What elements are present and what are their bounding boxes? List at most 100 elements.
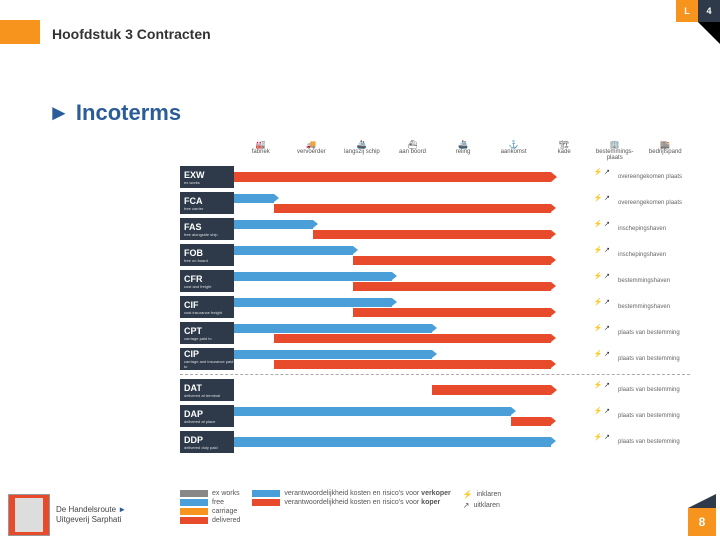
brand-2: Uitgeverij Sarphati [56, 515, 126, 525]
row-end-label: plaats van bestemming [612, 439, 690, 446]
top-right-box-1: L [676, 0, 698, 22]
column-icon: 🚢 [458, 140, 468, 149]
top-right-triangle [698, 22, 720, 44]
row-code-label: DDPdelivered duty paid [180, 431, 234, 453]
row-bars: ⚡ ↗ [234, 322, 612, 344]
row-end-icons: ⚡ ↗ [593, 246, 610, 254]
legend-swatch [180, 517, 208, 524]
row-divider [180, 374, 690, 375]
column-icon: 🏭 [256, 140, 266, 149]
legend-swatch-arrow [252, 490, 280, 497]
legend-label: free [212, 499, 224, 506]
row-bars: ⚡ ↗ [234, 431, 612, 453]
column-icon: ⚓ [509, 140, 519, 149]
column-header: 🏢bestemmings-plaats [590, 140, 640, 161]
heading-arrow-icon: ► [48, 100, 70, 125]
bar-red [353, 308, 551, 317]
incoterm-row: CPTcarriage paid to ⚡ ↗ plaats van beste… [180, 321, 690, 345]
legend-item: ex works [180, 490, 240, 497]
legend-label: inklaren [477, 491, 502, 498]
legend-item: ⚡ inklaren [463, 490, 501, 499]
bar-red [353, 282, 551, 291]
legend-item: delivered [180, 517, 240, 524]
row-end-label: overeengekomen plaats [612, 174, 690, 181]
row-code-label: DAPdelivered at place [180, 405, 234, 427]
row-bars: ⚡ ↗ [234, 405, 612, 427]
legend-icon: ⚡ [463, 490, 473, 499]
column-icon: 🏬 [660, 140, 670, 149]
brand-1: De Handelsroute [56, 505, 116, 514]
row-end-icons: ⚡ ↗ [593, 381, 610, 389]
column-label: reling [456, 149, 471, 155]
legend-item: carriage [180, 508, 240, 515]
column-icon: 🚢 [357, 140, 367, 149]
legend-swatch [180, 490, 208, 497]
legend-label: verantwoordelijkheid kosten en risico's … [284, 499, 440, 506]
incoterm-row: CFRcost and freight ⚡ ↗ bestemmingshaven [180, 269, 690, 293]
incoterm-row: CIFcost insurance freight ⚡ ↗ bestemming… [180, 295, 690, 319]
legend-icon: ↗ [463, 501, 470, 510]
legend-col-1: ex works free carriage delivered [180, 490, 240, 524]
column-label: bedrijfspand [649, 149, 682, 155]
top-right-box-2: 4 [698, 0, 720, 22]
column-label: bestemmings-plaats [590, 149, 640, 161]
column-label: fabriek [252, 149, 270, 155]
legend-label: delivered [212, 517, 240, 524]
bar-blue [234, 220, 313, 229]
bar-blue [234, 407, 511, 416]
legend-item: verantwoordelijkheid kosten en risico's … [252, 499, 450, 506]
row-end-label: plaats van bestemming [612, 330, 690, 337]
bar-red [274, 204, 551, 213]
incoterm-row: DATdelivered at terminal ⚡ ↗ plaats van … [180, 378, 690, 402]
incoterm-row: CIPcarriage and insurance paid to ⚡ ↗ pl… [180, 347, 690, 371]
heading-text: Incoterms [76, 100, 181, 125]
row-code-label: FOBfree on board [180, 244, 234, 266]
bar-red [313, 230, 551, 239]
bar-blue [234, 437, 551, 447]
row-bars: ⚡ ↗ [234, 270, 612, 292]
row-end-icons: ⚡ ↗ [593, 220, 610, 228]
column-header: ⚓aankomst [489, 140, 539, 161]
row-end-icons: ⚡ ↗ [593, 324, 610, 332]
row-code-label: CIFcost insurance freight [180, 296, 234, 318]
legend-swatch [180, 499, 208, 506]
legend-label: ex works [212, 490, 240, 497]
row-bars: ⚡ ↗ [234, 348, 612, 370]
incoterm-row: FASfree alongside ship ⚡ ↗ inschepingsha… [180, 217, 690, 241]
row-end-icons: ⚡ ↗ [593, 407, 610, 415]
column-label: aankomst [501, 149, 527, 155]
row-end-label: bestemmingshaven [612, 278, 690, 285]
bar-red [353, 256, 551, 265]
incoterm-row: EXWex works ⚡ ↗ overeengekomen plaats [180, 165, 690, 189]
page-number: 8 [688, 508, 716, 536]
column-label: vervoerder [297, 149, 326, 155]
column-label: aan boord [399, 149, 426, 155]
row-bars: ⚡ ↗ [234, 192, 612, 214]
row-code-label: DATdelivered at terminal [180, 379, 234, 401]
column-header: 🏗kade [539, 140, 589, 161]
row-code-label: CPTcarriage paid to [180, 322, 234, 344]
column-header: 🚚vervoerder [287, 140, 337, 161]
row-code-label: FASfree alongside ship [180, 218, 234, 240]
row-code-label: FCAfree carrier [180, 192, 234, 214]
bar-red [274, 360, 551, 369]
incoterm-row: FOBfree on board ⚡ ↗ inschepingshaven [180, 243, 690, 267]
page-number-triangle [688, 494, 716, 508]
row-bars: ⚡ ↗ [234, 166, 612, 188]
bar-red [274, 334, 551, 343]
column-icon: 🏗 [559, 140, 569, 149]
column-header-row: 🏭fabriek🚚vervoerder🚢langszij schip⛴aan b… [236, 140, 690, 161]
bar-blue [234, 272, 392, 281]
row-end-label: plaats van bestemming [612, 413, 690, 420]
footer-logo: De Handelsroute ► Uitgeverij Sarphati [8, 494, 126, 536]
column-header: 🏭fabriek [236, 140, 286, 161]
incoterm-row: DAPdelivered at place ⚡ ↗ plaats van bes… [180, 404, 690, 428]
row-end-label: plaats van bestemming [612, 387, 690, 394]
chapter-title: Hoofdstuk 3 Contracten [52, 26, 211, 42]
column-label: kade [558, 149, 571, 155]
bar-blue [234, 298, 392, 307]
legend-col-3: ⚡inklaren↗uitklaren [463, 490, 501, 524]
legend-swatch-arrow [252, 499, 280, 506]
row-bars: ⚡ ↗ [234, 244, 612, 266]
row-bars: ⚡ ↗ [234, 379, 612, 401]
